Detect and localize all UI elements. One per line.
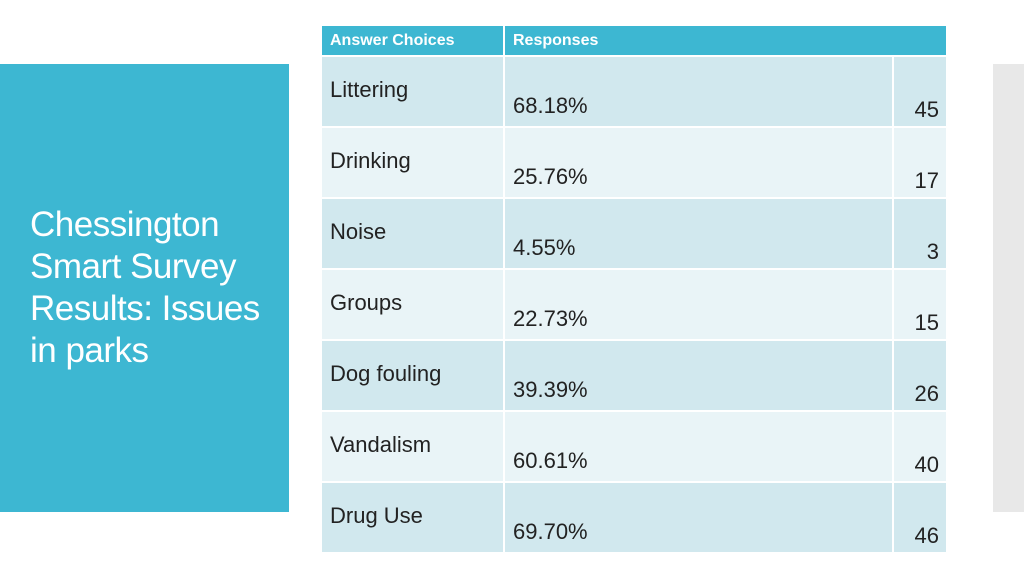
table-row: Drug Use 69.70% 46 (322, 482, 946, 554)
count-cell: 46 (892, 482, 946, 554)
survey-results-table: Answer Choices Responses Littering 68.18… (322, 26, 946, 554)
header-answer-choices: Answer Choices (322, 26, 504, 57)
count-value: 26 (914, 381, 939, 406)
percent-value: 39.39% (513, 377, 588, 402)
percent-cell: 69.70% (503, 482, 893, 554)
percent-value: 22.73% (513, 306, 588, 331)
count-value: 46 (914, 523, 939, 548)
choice-cell: Drinking (322, 127, 504, 199)
choice-label: Groups (330, 290, 403, 315)
count-value: 17 (914, 168, 939, 193)
table-row: Vandalism 60.61% 40 (322, 411, 946, 483)
header-responses: Responses (503, 26, 946, 57)
count-cell: 40 (892, 411, 946, 483)
percent-cell: 68.18% (503, 56, 893, 128)
count-cell: 17 (892, 127, 946, 199)
percent-value: 4.55% (513, 235, 576, 260)
title-panel (0, 64, 289, 512)
table-row: Groups 22.73% 15 (322, 269, 946, 341)
choice-cell: Littering (322, 56, 504, 128)
table-row: Littering 68.18% 45 (322, 56, 946, 128)
count-cell: 15 (892, 269, 946, 341)
percent-value: 60.61% (513, 448, 588, 473)
count-value: 3 (926, 239, 939, 264)
choice-label: Dog fouling (330, 361, 442, 386)
percent-cell: 4.55% (503, 198, 893, 270)
choice-label: Vandalism (330, 432, 432, 457)
percent-value: 25.76% (513, 164, 588, 189)
count-value: 45 (914, 97, 939, 122)
choice-cell: Noise (322, 198, 504, 270)
choice-label: Noise (330, 219, 387, 244)
choice-label: Drinking (330, 148, 411, 173)
slide-title: Chessington Smart Survey Results: Issues… (30, 205, 260, 370)
choice-cell: Drug Use (322, 482, 504, 554)
percent-cell: 22.73% (503, 269, 893, 341)
count-cell: 45 (892, 56, 946, 128)
choice-cell: Groups (322, 269, 504, 341)
count-cell: 3 (892, 198, 946, 270)
count-cell: 26 (892, 340, 946, 412)
percent-cell: 60.61% (503, 411, 893, 483)
choice-cell: Vandalism (322, 411, 504, 483)
right-edge-strip (993, 64, 1024, 512)
choice-cell: Dog fouling (322, 340, 504, 412)
choice-label: Drug Use (330, 503, 423, 528)
percent-value: 68.18% (513, 93, 588, 118)
percent-value: 69.70% (513, 519, 588, 544)
percent-cell: 25.76% (503, 127, 893, 199)
table-row: Dog fouling 39.39% 26 (322, 340, 946, 412)
table-row: Drinking 25.76% 17 (322, 127, 946, 199)
table-row: Noise 4.55% 3 (322, 198, 946, 270)
count-value: 40 (914, 452, 939, 477)
choice-label: Littering (330, 77, 409, 102)
table-header-row: Answer Choices Responses (322, 26, 946, 57)
count-value: 15 (914, 310, 939, 335)
percent-cell: 39.39% (503, 340, 893, 412)
